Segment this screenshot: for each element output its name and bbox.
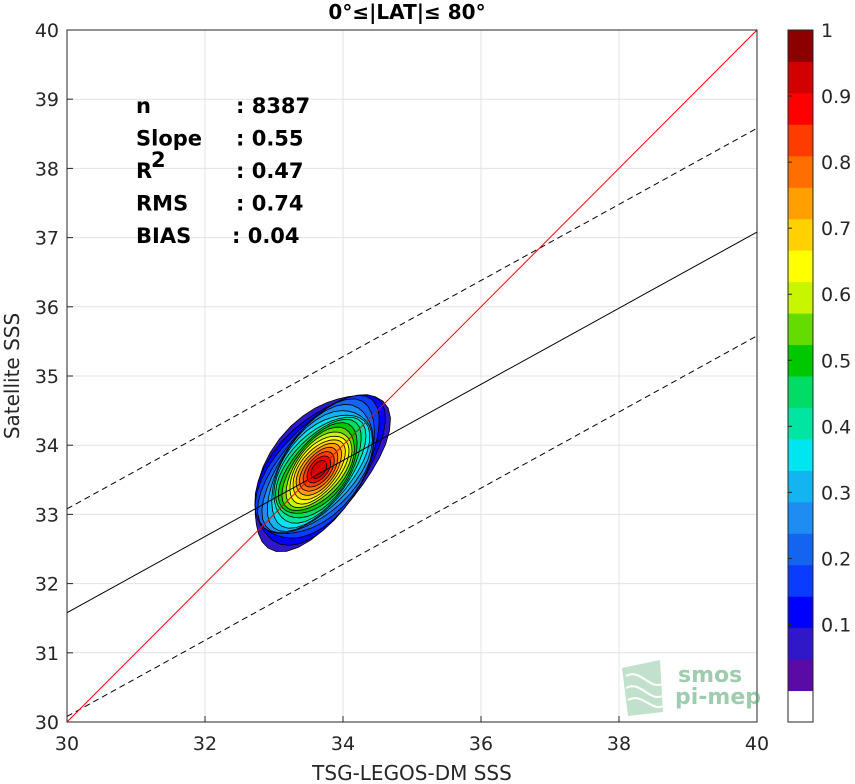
logo-line1: smos [678,663,742,688]
colorbar-segment [788,344,813,377]
reference-lines [66,29,758,723]
colorbar-segment [788,313,813,346]
density-contours [254,394,391,552]
smos-pi-mep-logo: smos pi-mep [622,660,761,716]
colorbar-tick-label: 0.5 [821,350,851,372]
y-tick-label: 31 [35,643,59,665]
colorbar-segment [788,30,813,62]
stats-box: n : 8387 Slope : 0.55 R2 : 0.47 RMS : 0.74 BIAS:… [136,94,310,248]
y-tick-label: 38 [35,158,59,180]
stat-label: RMS [136,192,188,216]
colorbar-segment [788,470,813,503]
y-tick-label: 39 [35,89,59,111]
x-axis-label: TSG-LEGOS-DM SSS [311,761,512,784]
colorbar-segment [788,533,813,566]
colorbar-frame [787,29,814,723]
x-tick-label: 38 [607,733,631,755]
colorbar-segment [788,218,813,251]
y-tick-label: 40 [35,20,59,42]
lower-band-line [66,335,758,717]
stat-label: Slope [136,127,202,151]
stat-value: : 8387 [236,94,310,118]
stat-label: n [136,94,151,118]
y-axis-label: Satellite SSS [0,313,24,439]
colorbar-tick-label: 0.2 [821,548,851,570]
identity-line [66,29,758,723]
y-tick-label: 37 [35,228,59,250]
logo-line2: pi-mep [675,685,761,710]
colorbar-segment [788,407,813,440]
x-tick-label: 34 [331,733,355,755]
fit-line [66,231,758,614]
stat-value: : 0.47 [236,159,304,183]
colorbar-segment [788,155,813,188]
colorbar-segment [788,564,813,597]
colorbar-segment [788,596,813,629]
y-tick-label: 34 [35,435,59,457]
stat-label: R [136,159,152,183]
colorbar-segment [788,438,813,471]
x-tick-label: 32 [193,733,217,755]
x-tick-label: 40 [745,733,769,755]
upper-band-line [66,127,758,510]
colorbar-segment [788,376,813,408]
y-tick-label: 36 [35,297,59,319]
stat-value: : 0.04 [232,224,300,248]
colorbar-tick-label: 0.4 [821,416,851,438]
y-axis-ticks: 30 31 32 33 34 35 36 37 38 39 40 [35,20,73,734]
colorbar-segment [788,187,813,220]
colorbar-tick-label: 0.8 [821,152,851,174]
logo-waves-icon [622,660,664,716]
y-tick-label: 35 [35,366,59,388]
colorbar-segment [788,61,813,94]
x-tick-label: 30 [55,733,79,755]
colorbar-segment [788,659,813,692]
colorbar: 0.1 0.2 0.3 0.4 0.5 0.6 0.7 0.8 0.9 1 [787,20,851,723]
colorbar-segment [788,281,813,314]
colorbar-tick-label: 0.1 [821,614,851,636]
stat-label-superscript: 2 [151,148,166,172]
stat-value: : 0.74 [236,192,304,216]
colorbar-segment [788,501,813,534]
colorbar-tick-label: 0.9 [821,86,851,108]
stat-label: BIAS [136,224,191,248]
colorbar-tick-label: 0.7 [821,218,851,240]
colorbar-tick-label: 1 [821,20,833,42]
x-tick-label: 36 [469,733,493,755]
x-axis-ticks: 30 32 34 36 38 40 [55,716,769,755]
colorbar-segment [788,124,813,157]
y-tick-label: 30 [35,712,59,734]
colorbar-segment [788,690,813,723]
colorbar-segment [788,92,813,125]
chart-title: 0°≤|LAT|≤ 80° [328,0,485,24]
stat-value: : 0.55 [236,127,304,151]
colorbar-segment [788,250,813,283]
colorbar-tick-label: 0.6 [821,284,851,306]
colorbar-segment [788,627,813,660]
y-tick-label: 32 [35,574,59,596]
colorbar-tick-label: 0.3 [821,482,851,504]
y-tick-label: 33 [35,504,59,526]
